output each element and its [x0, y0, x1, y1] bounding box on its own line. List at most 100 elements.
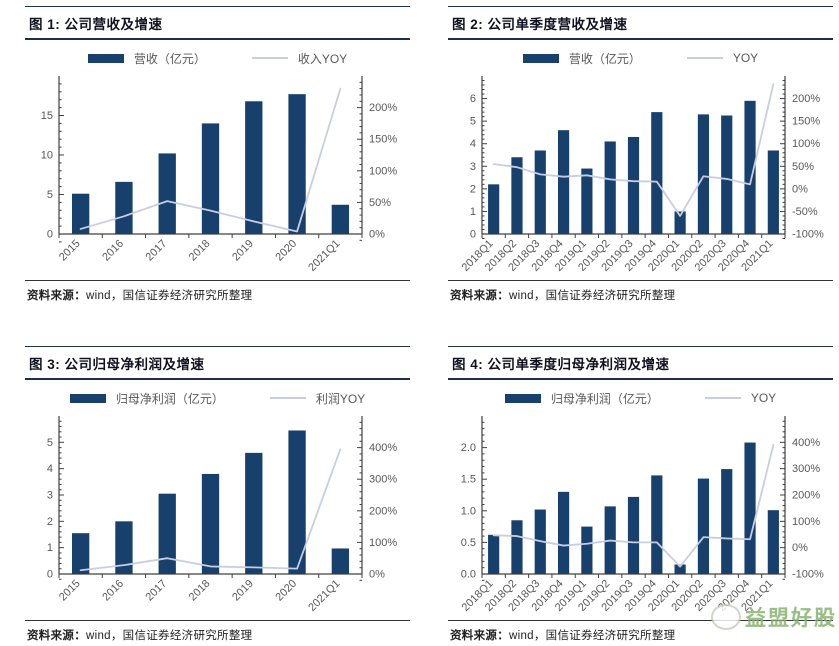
panel-title-rule	[25, 378, 410, 380]
svg-text:50%: 50%	[369, 197, 391, 209]
svg-text:0.0: 0.0	[461, 569, 476, 581]
svg-text:200%: 200%	[792, 490, 820, 502]
bar-legend-swatch	[87, 53, 124, 63]
revenue-quarterly-chart: 0123456-100%-50%0%50%100%150%200%2018Q12…	[460, 76, 824, 274]
line-legend-label: YOY	[732, 51, 759, 65]
svg-text:300%: 300%	[369, 474, 397, 486]
chart-title: 图 2: 公司单季度营收及增速	[452, 17, 628, 32]
source-note: 资料来源：wind，国信证券经济研究所整理	[27, 287, 410, 303]
svg-text:1.0: 1.0	[461, 505, 476, 517]
source-note: 资料来源：wind，国信证券经济研究所整理	[450, 287, 833, 303]
bar-legend-label: 营收（亿元）	[133, 51, 206, 66]
line-legend-swatch	[704, 397, 741, 399]
svg-text:-100%: -100%	[792, 229, 824, 241]
svg-text:0: 0	[470, 229, 476, 241]
svg-text:2018: 2018	[187, 578, 213, 604]
chart-legend: 归母净利润（亿元） 利润YOY	[25, 390, 410, 406]
svg-text:1.5: 1.5	[461, 474, 476, 486]
svg-text:2020: 2020	[273, 238, 299, 264]
panel-bottom-rule	[25, 620, 410, 621]
svg-text:1: 1	[470, 206, 476, 218]
svg-text:300%: 300%	[792, 463, 820, 475]
svg-text:200%: 200%	[792, 93, 820, 105]
bar-legend-label: 营收（亿元）	[568, 51, 641, 66]
panel-bottom-rule	[25, 280, 410, 281]
svg-text:6: 6	[470, 93, 476, 105]
chart-legend: 营收（亿元） 收入YOY	[25, 50, 410, 66]
line-legend-label: YOY	[750, 391, 777, 405]
svg-text:4: 4	[47, 463, 53, 475]
svg-text:100%: 100%	[369, 537, 397, 549]
svg-text:2019: 2019	[230, 578, 256, 604]
svg-text:150%: 150%	[792, 116, 820, 128]
source-text: wind，国信证券经济研究所整理	[509, 630, 676, 642]
svg-text:-50%: -50%	[792, 206, 818, 218]
panel-bottom-rule	[448, 620, 833, 621]
bar-legend-label: 归母净利润（亿元）	[550, 391, 659, 406]
svg-text:100%: 100%	[369, 165, 397, 177]
svg-text:2018: 2018	[187, 238, 213, 264]
bar-legend-swatch	[522, 53, 559, 63]
bar-legend-label: 归母净利润（亿元）	[115, 391, 224, 406]
svg-text:50%: 50%	[792, 161, 814, 173]
line-legend-swatch	[251, 57, 288, 59]
svg-text:1: 1	[47, 542, 53, 554]
svg-text:5: 5	[47, 189, 53, 201]
svg-text:200%: 200%	[369, 102, 397, 114]
svg-text:100%: 100%	[792, 138, 820, 150]
line-legend-label: 利润YOY	[315, 391, 366, 406]
source-note: 资料来源：wind，国信证券经济研究所整理	[450, 627, 833, 643]
svg-text:0%: 0%	[792, 542, 808, 554]
panel-title-rule	[448, 38, 833, 40]
source-label: 资料来源：	[450, 290, 509, 302]
bar-legend-swatch	[69, 393, 106, 403]
chart-panel-3: 图 3: 公司归母净利润及增速 归母净利润（亿元） 利润YOY 0 1 2 3 4 5 0%…	[25, 346, 410, 646]
svg-text:0%: 0%	[369, 569, 385, 581]
svg-text:2015: 2015	[57, 578, 83, 604]
svg-text:0%: 0%	[792, 183, 808, 195]
svg-text:2021Q1: 2021Q1	[306, 578, 342, 614]
profit-quarterly-chart: 0.00.51.01.52.0-100%0%100%200%300%400%20…	[460, 416, 824, 614]
svg-text:2.0: 2.0	[461, 442, 476, 454]
svg-text:400%: 400%	[792, 437, 820, 449]
svg-text:2021Q1: 2021Q1	[306, 238, 342, 274]
svg-text:2: 2	[470, 183, 476, 195]
source-label: 资料来源：	[27, 630, 86, 642]
svg-text:2017: 2017	[144, 238, 170, 264]
svg-text:5: 5	[47, 437, 53, 449]
line-legend-swatch	[269, 397, 306, 399]
chart-title: 图 3: 公司归母净利润及增速	[29, 357, 205, 372]
source-text: wind，国信证券经济研究所整理	[86, 630, 253, 642]
svg-text:0%: 0%	[369, 229, 385, 241]
chart-legend: 营收（亿元） YOY	[448, 50, 833, 66]
chart-legend: 归母净利润（亿元） YOY	[448, 390, 833, 406]
source-note: 资料来源：wind，国信证券经济研究所整理	[27, 627, 410, 643]
chart-panel-1: 图 1: 公司营收及增速 营收（亿元） 收入YOY 0 5 10 15 0% 50% 100…	[25, 6, 410, 306]
svg-text:10: 10	[41, 150, 53, 162]
panel-top-rule	[448, 346, 833, 347]
svg-text:100%: 100%	[792, 516, 820, 528]
bar-legend-swatch	[504, 393, 541, 403]
panel-top-rule	[25, 6, 410, 7]
chart-title: 图 4: 公司单季度归母净利润及增速	[452, 357, 670, 372]
source-label: 资料来源：	[450, 630, 509, 642]
svg-text:400%: 400%	[369, 442, 397, 454]
svg-text:0.5: 0.5	[461, 537, 476, 549]
svg-text:2016: 2016	[100, 578, 126, 604]
svg-text:0: 0	[47, 229, 53, 241]
panel-title-rule	[448, 378, 833, 380]
source-label: 资料来源：	[27, 290, 86, 302]
profit-annual-chart: 0 1 2 3 4 5 0% 100% 200% 300% 400% 2015 2016 2017 2018…	[47, 416, 397, 614]
svg-text:0: 0	[47, 569, 53, 581]
source-text: wind，国信证券经济研究所整理	[509, 290, 676, 302]
svg-text:2020: 2020	[273, 578, 299, 604]
svg-text:200%: 200%	[369, 505, 397, 517]
svg-text:2016: 2016	[100, 238, 126, 264]
panel-top-rule	[448, 6, 833, 7]
svg-text:15: 15	[41, 110, 53, 122]
svg-text:5: 5	[470, 116, 476, 128]
svg-text:4: 4	[470, 138, 476, 150]
svg-text:3: 3	[47, 490, 53, 502]
